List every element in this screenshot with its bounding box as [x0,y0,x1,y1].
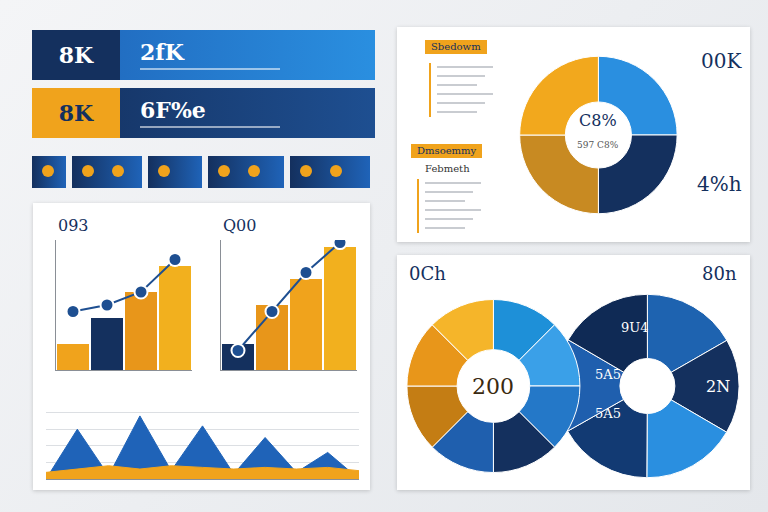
svg-text:597 C8%: 597 C8% [577,140,619,150]
html-text:2fK: 2fK [140,39,184,65]
html-text:8K: 8K [58,100,94,126]
svg-text:00K: 00K [701,49,742,73]
svg-text:C8%: C8% [579,111,617,130]
svg-text:2N: 2N [706,377,730,396]
svg-text:200: 200 [472,374,514,399]
html-text:8K: 8K [58,42,94,68]
html-text:Febmeth: Febmeth [425,163,470,174]
svg-text:5A5: 5A5 [595,406,621,421]
svg-text:093: 093 [58,216,89,235]
svg-text:5A5: 5A5 [595,367,621,382]
html-text:6F%e: 6F%e [140,97,206,123]
svg-text:80n: 80n [702,263,737,284]
html-text:Sbedowm: Sbedowm [431,41,481,52]
svg-text:0Ch: 0Ch [409,263,446,284]
svg-text:4%h: 4%h [697,172,742,196]
svg-text:Q00: Q00 [223,216,256,235]
svg-text:9U4: 9U4 [621,320,649,335]
html-text:Dmsoemmy: Dmsoemmy [417,145,477,156]
